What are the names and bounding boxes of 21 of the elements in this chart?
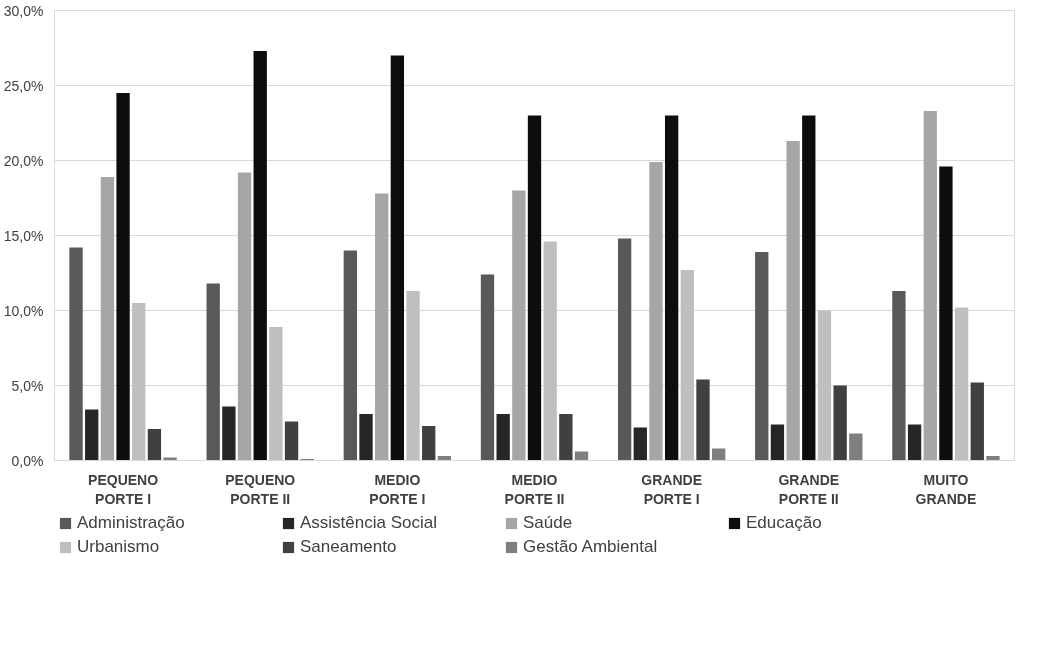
legend-label: Assistência Social xyxy=(300,513,438,533)
legend-label: Saneamento xyxy=(300,537,398,557)
x-tick-label: MUITO GRANDE xyxy=(915,471,977,507)
y-tick-label: 10,0% xyxy=(3,302,44,319)
y-tick-label: 5,0% xyxy=(11,377,44,394)
x-tick-label: PEQUENO PORTE II xyxy=(225,471,296,507)
legend-label: Administração xyxy=(77,513,186,533)
legend-label: Gestão Ambiental xyxy=(523,537,659,557)
y-tick-label: 25,0% xyxy=(3,77,44,94)
legend-label: Urbanismo xyxy=(77,537,161,557)
y-tick-label: 15,0% xyxy=(3,227,44,244)
y-tick-label: 0,0% xyxy=(11,452,44,469)
x-tick-label: MEDIO PORTE II xyxy=(504,471,565,507)
legend-label: Educação xyxy=(746,513,823,533)
x-tick-label: MEDIO PORTE I xyxy=(369,471,426,507)
x-tick-label: PEQUENO PORTE I xyxy=(88,471,159,507)
y-tick-label: 20,0% xyxy=(3,152,44,169)
y-tick-label: 30,0% xyxy=(3,2,44,19)
x-tick-label: GRANDE PORTE I xyxy=(641,471,702,507)
legend-label: Saúde xyxy=(523,513,574,533)
x-tick-label: GRANDE PORTE II xyxy=(778,471,840,507)
